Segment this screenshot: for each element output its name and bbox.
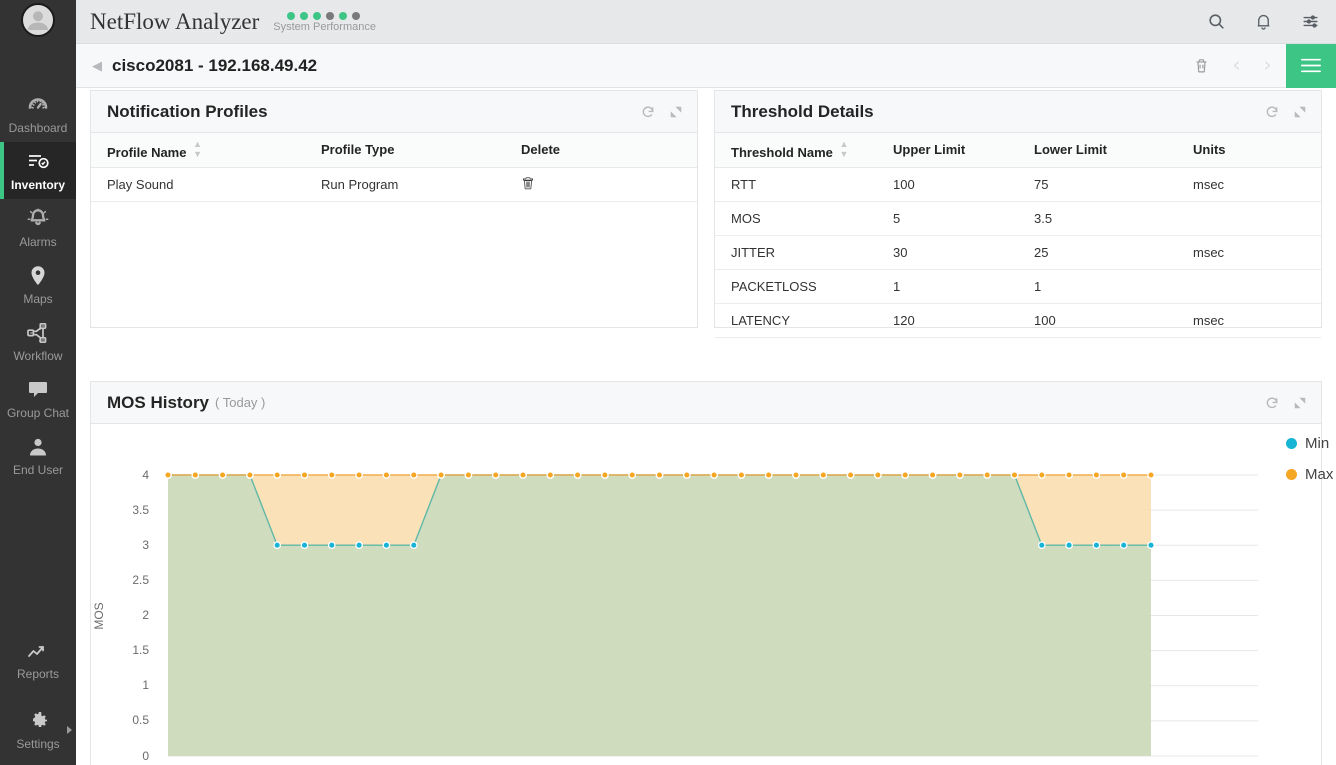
svg-text:1: 1: [142, 678, 149, 692]
svg-text:4: 4: [142, 468, 149, 482]
svg-text:3.5: 3.5: [132, 503, 149, 517]
svg-text:2: 2: [142, 608, 149, 622]
svg-text:2.5: 2.5: [132, 573, 149, 587]
svg-text:0.5: 0.5: [132, 713, 149, 727]
svg-text:0: 0: [142, 749, 149, 763]
svg-text:3: 3: [142, 538, 149, 552]
svg-text:1.5: 1.5: [132, 643, 149, 657]
svg-text:MOS: MOS: [92, 602, 106, 629]
